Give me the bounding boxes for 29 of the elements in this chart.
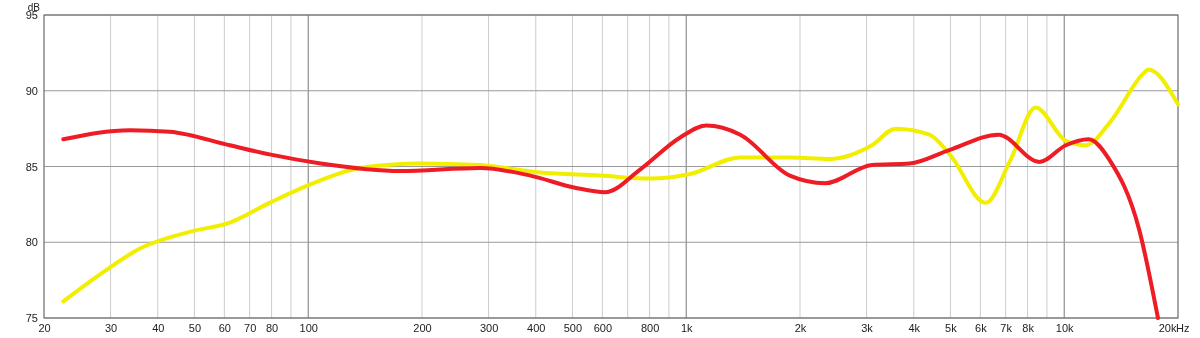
x-tick-label: 50: [188, 321, 202, 334]
x-tick-label: 70: [244, 321, 257, 334]
x-tick-label: 5k: [945, 321, 958, 334]
y-tick-label: 90: [25, 84, 38, 97]
x-tick-label: 20: [38, 321, 51, 334]
x-tick-label: 200: [413, 321, 432, 334]
x-tick-label: 3k: [861, 321, 874, 334]
x-tick-label: 100: [299, 321, 318, 334]
x-tick-label: 4k: [908, 321, 921, 334]
y-tick-label: 85: [25, 160, 38, 173]
y-tick-label: 75: [25, 312, 38, 325]
x-tick-label: 40: [152, 321, 165, 334]
x-tick-label: 800: [640, 321, 660, 334]
x-tick-label: 30: [104, 321, 118, 334]
x-tick-label: 80: [265, 321, 279, 334]
x-tick-label: 6k: [975, 321, 988, 334]
y-tick-label: 80: [25, 236, 38, 249]
x-tick-label: 1k: [680, 321, 694, 334]
x-tick-label: 20k: [1158, 321, 1177, 334]
x-axis-title: Hz: [1176, 321, 1190, 334]
x-tick-label: 10k: [1055, 321, 1075, 334]
x-tick-label: 60: [218, 321, 231, 334]
x-tick-label: 500: [563, 321, 583, 334]
x-tick-label: 300: [479, 321, 499, 334]
x-tick-label: 2k: [794, 321, 807, 334]
x-tick-label: 7k: [1000, 321, 1013, 334]
x-tick-label: 600: [593, 321, 613, 334]
x-tick-label: 8k: [1022, 321, 1035, 334]
x-tick-label: 400: [527, 321, 546, 334]
